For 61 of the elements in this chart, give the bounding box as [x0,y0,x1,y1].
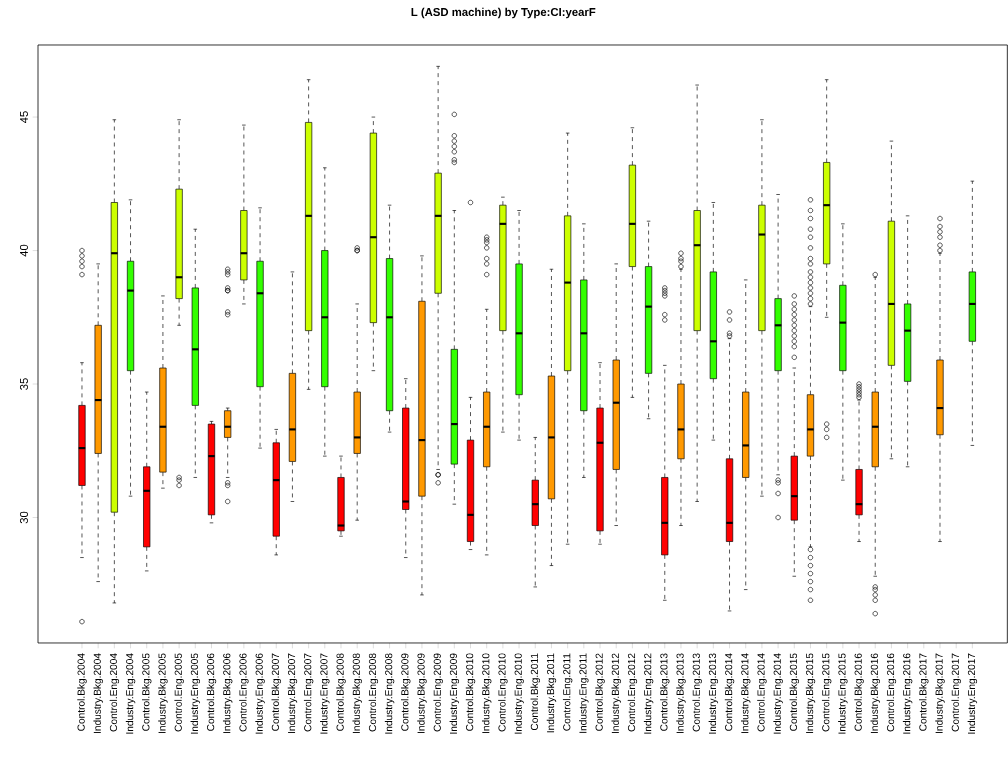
x-tick-label: Control.Eng.2010 [498,653,508,732]
x-tick-label: Industry.Eng.2008 [384,653,395,734]
x-tick-label: Industry.Bkg.2010 [481,653,492,734]
x-tick-label: Industry.Bkg.2014 [741,653,751,734]
x-tick-label: Industry.Eng.2010 [514,653,524,734]
x-tick-label: Industry.Eng.2004 [125,653,136,734]
x-tick-label: Industry.Bkg.2006 [222,653,233,734]
y-tick-label: 40 [19,244,28,257]
x-tick-label: Industry.Bkg.2015 [805,653,816,734]
x-tick-label: Control.Eng.2011 [562,653,573,731]
x-tick-label: Control.Bkg.2004 [77,653,87,731]
x-tick-label: Industry.Eng.2005 [190,653,201,734]
x-tick-label: Control.Eng.2006 [239,653,249,732]
x-tick-label: Industry.Bkg.2017 [935,653,945,734]
x-tick-label: Industry.Bkg.2008 [352,653,362,734]
x-tick-label: Control.Bkg.2012 [595,653,605,731]
x-tick-label: Industry.Eng.2012 [643,653,654,734]
x-tick-label: Control.Bkg.2005 [142,653,152,731]
x-tick-label: Control.Bkg.2009 [401,653,411,731]
y-tick-label: 35 [19,378,28,390]
x-tick-label: Control.Eng.2014 [757,653,767,732]
x-tick-label: Industry.Bkg.2011 [546,653,557,733]
x-tick-label: Control.Eng.2017 [951,653,961,732]
x-tick-label: Control.Bkg.2015 [789,653,800,731]
x-tick-label: Control.Bkg.2008 [336,653,346,731]
x-tick-label: Control.Bkg.2010 [465,653,476,731]
x-tick-label: Industry.Eng.2007 [320,653,330,734]
x-tick-label: Control.Eng.2013 [692,653,702,732]
x-tick-label: Control.Eng.2009 [433,653,443,732]
x-tick-label: Control.Bkg.2007 [271,653,281,731]
x-tick-label: Industry.Bkg.2004 [93,653,103,734]
x-tick-label: Control.Bkg.2017 [919,653,929,731]
x-tick-label: Industry.Eng.2017 [967,653,978,734]
x-tick-label: Control.Eng.2008 [368,653,379,732]
x-tick-label: Industry.Bkg.2007 [287,653,298,734]
x-tick-label: Industry.Eng.2011 [579,653,589,733]
x-tick-label: Control.Eng.2005 [174,653,184,732]
x-tick-label: Control.Bkg.2006 [206,653,217,731]
x-tick-label: Industry.Bkg.2009 [417,653,427,734]
x-tick-label: Industry.Eng.2014 [773,653,783,734]
y-tick-label: 30 [19,511,28,524]
x-tick-label: Control.Eng.2016 [886,653,897,732]
x-tick-label: Control.Bkg.2016 [854,653,864,731]
x-tick-label: Industry.Bkg.2013 [676,653,686,734]
x-tick-label: Industry.Eng.2015 [838,653,848,734]
x-tick-label: Industry.Bkg.2005 [158,653,168,734]
x-tick-label: Industry.Eng.2016 [902,653,913,734]
x-tick-label: Control.Eng.2015 [821,653,832,732]
x-tick-label: Industry.Bkg.2016 [870,653,880,734]
chart-title: L (ASD machine) by Type:CI:yearF [411,7,596,19]
x-tick-label: Industry.Bkg.2012 [611,653,621,734]
x-tick-label: Control.Bkg.2011 [530,653,540,731]
x-tick-label: Industry.Eng.2009 [449,653,460,734]
y-tick-label: 45 [20,111,28,124]
x-tick-label: Control.Bkg.2014 [724,653,735,731]
x-tick-label: Control.Eng.2012 [627,653,638,732]
x-tick-label: Control.Bkg.2013 [660,653,670,731]
x-tick-label: Control.Eng.2004 [109,653,120,732]
x-tick-label: Industry.Eng.2013 [708,653,719,734]
x-tick-label: Control.Eng.2007 [303,653,314,732]
x-tick-label: Industry.Eng.2006 [255,653,265,734]
